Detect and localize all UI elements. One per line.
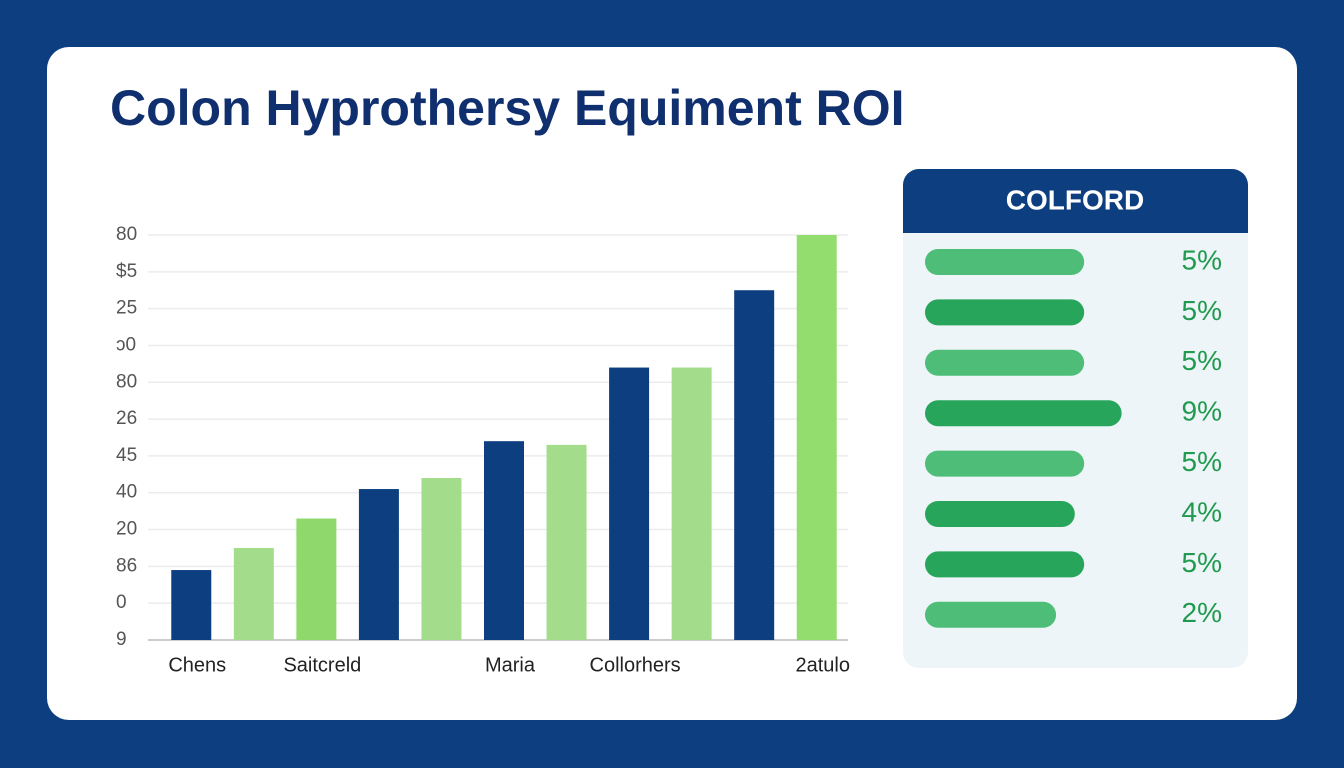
y-tick-label: 20 — [116, 519, 137, 540]
bar — [925, 249, 1085, 275]
value-label: 4% — [1182, 496, 1222, 527]
panel-title: COLFORD — [1006, 184, 1144, 215]
value-label: 9% — [1182, 396, 1222, 427]
value-label: 5% — [1182, 547, 1222, 578]
y-tick-label: 45 — [116, 445, 137, 466]
y-tick-label: 25 — [116, 298, 137, 319]
y-tick-label: 80 — [116, 371, 137, 392]
bar — [925, 551, 1085, 578]
bar — [171, 570, 212, 640]
y-tick-label: 9 — [116, 629, 127, 650]
bar — [925, 400, 1122, 427]
bar — [925, 299, 1085, 326]
bar — [925, 349, 1085, 376]
bar — [925, 601, 1057, 628]
bar — [421, 478, 462, 640]
bar — [609, 367, 650, 640]
x-tick-label: 2atulo — [795, 654, 850, 676]
y-tick-label: 80 — [116, 224, 137, 245]
y-tick-label: ↄ0 — [116, 334, 136, 355]
panel-header — [903, 169, 1248, 233]
bar — [796, 235, 837, 640]
value-label: 5% — [1182, 446, 1222, 477]
bar — [671, 367, 712, 640]
y-tick-label: 0 — [116, 592, 127, 613]
x-tick-label: Maria — [485, 654, 536, 676]
bar — [546, 444, 587, 640]
bar — [484, 441, 524, 640]
x-tick-label: Saitcreld — [283, 654, 361, 676]
bar — [296, 518, 337, 640]
bar — [925, 450, 1085, 477]
value-label: 5% — [1182, 295, 1222, 326]
bar — [734, 290, 775, 640]
x-tick-label: Chens — [168, 654, 226, 676]
bar — [233, 547, 274, 640]
value-label: 5% — [1182, 345, 1222, 376]
chart-title: Colon Hyprothersy Equiment ROI — [110, 80, 905, 136]
y-tick-label: $5 — [116, 261, 137, 282]
value-label: 5% — [1182, 244, 1222, 275]
y-tick-label: 86 — [116, 555, 137, 576]
x-tick-label: Collorhers — [590, 654, 681, 676]
value-label: 2% — [1182, 597, 1222, 628]
y-tick-label: 40 — [116, 482, 137, 503]
y-tick-label: 26 — [116, 408, 137, 429]
bar — [925, 501, 1075, 527]
bar — [358, 489, 399, 640]
